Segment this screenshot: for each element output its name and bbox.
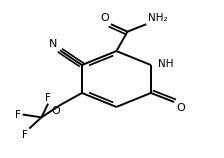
Text: NH: NH bbox=[157, 59, 173, 69]
Text: N: N bbox=[49, 39, 57, 49]
Text: O: O bbox=[100, 13, 109, 23]
Text: F: F bbox=[22, 130, 28, 140]
Text: O: O bbox=[51, 106, 60, 116]
Text: F: F bbox=[15, 109, 21, 120]
Text: O: O bbox=[176, 103, 185, 113]
Text: F: F bbox=[45, 93, 51, 103]
Text: NH₂: NH₂ bbox=[148, 13, 167, 23]
